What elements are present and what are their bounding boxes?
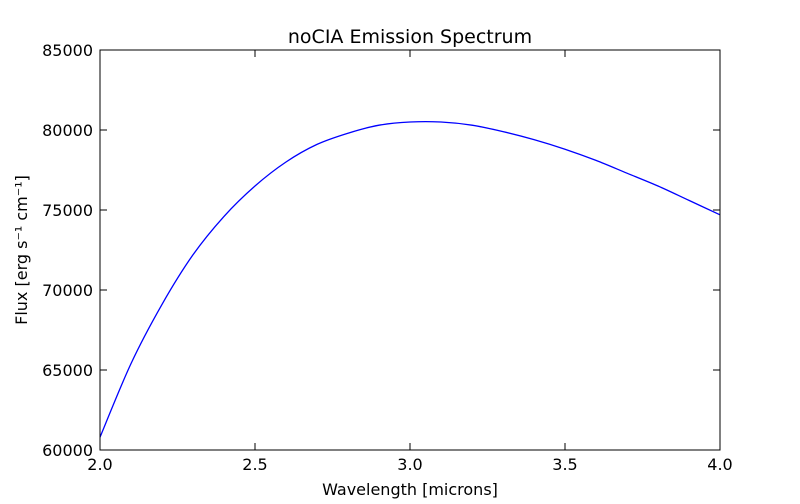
y-tick-label: 75000 [42, 201, 93, 220]
y-axis-label: Flux [erg s⁻¹ cm⁻¹] [12, 175, 31, 325]
x-axis-label: Wavelength [microns] [322, 480, 498, 499]
x-tick-label: 3.0 [397, 455, 422, 474]
x-axis-ticks: 2.0 2.5 3.0 3.5 4.0 [87, 50, 733, 474]
y-tick-label: 80000 [42, 121, 93, 140]
x-tick-label: 3.5 [552, 455, 577, 474]
chart-title: noCIA Emission Spectrum [288, 26, 532, 48]
x-tick-label: 2.0 [87, 455, 112, 474]
x-tick-label: 4.0 [707, 455, 732, 474]
y-axis-ticks: 60000 65000 70000 75000 80000 85000 [42, 41, 720, 460]
y-tick-label: 60000 [42, 441, 93, 460]
series-line [99, 120, 721, 438]
y-tick-label: 85000 [42, 41, 93, 60]
y-tick-label: 70000 [42, 281, 93, 300]
y-tick-label: 65000 [42, 361, 93, 380]
x-tick-label: 2.5 [242, 455, 267, 474]
